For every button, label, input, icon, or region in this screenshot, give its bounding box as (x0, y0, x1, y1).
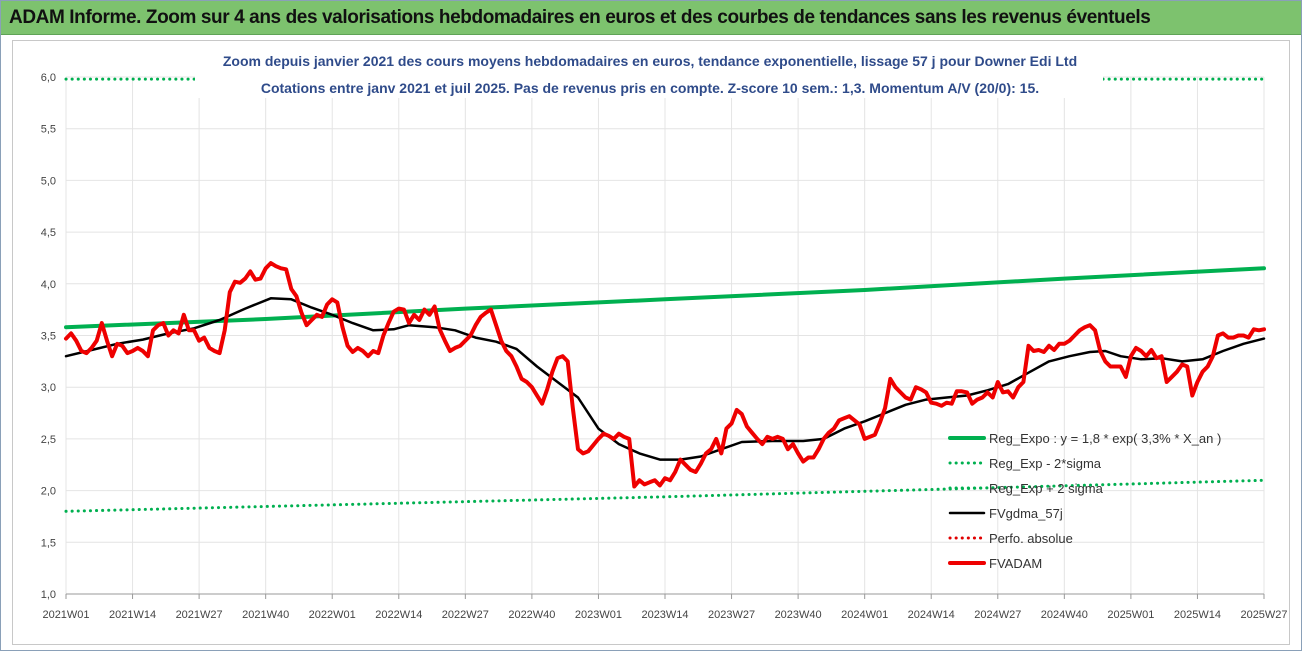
legend-label-4: Perfo. absolue (989, 531, 1073, 546)
x-axis: 2021W01 2021W14 2021W27 2021W40 2022W01 2022W… (42, 593, 1288, 621)
chart-title-line1: Zoom depuis janvier 2021 des cours moyen… (223, 53, 1077, 69)
legend-label-0: Reg_Expo : y = 1,8 * exp( 3,3% * X_an ) (989, 431, 1221, 446)
y-tick-label: 2,0 (41, 486, 56, 498)
x-tick-label: 2022W01 (309, 609, 356, 621)
x-tick-label: 2024W27 (974, 609, 1021, 621)
y-tick-label: 3,0 (41, 382, 56, 394)
legend-label-5: FVADAM (989, 556, 1042, 571)
chart-titles: Zoom depuis janvier 2021 des cours moyen… (195, 48, 1103, 98)
legend-label-2: Reg_Exp + 2 sigma (989, 481, 1104, 496)
series-line-1 (64, 478, 1266, 513)
legend-label-1: Reg_Exp - 2*sigma (989, 456, 1102, 471)
y-tick-label: 5,5 (41, 124, 56, 136)
x-tick-label: 2023W14 (641, 609, 688, 621)
x-tick-label: 2023W27 (708, 609, 755, 621)
y-tick-label: 4,0 (41, 279, 56, 291)
x-tick-label: 2022W40 (508, 609, 555, 621)
chart-legend: Reg_Expo : y = 1,8 * exp( 3,3% * X_an ) R… (948, 431, 1221, 571)
x-tick-label: 2021W40 (242, 609, 289, 621)
x-tick-label: 2021W01 (42, 609, 89, 621)
x-tick-label: 2025W01 (1107, 609, 1154, 621)
x-tick-label: 2025W27 (1240, 609, 1287, 621)
x-tick-label: 2021W14 (109, 609, 156, 621)
series-line-0 (64, 266, 1266, 330)
x-tick-label: 2024W40 (1041, 609, 1088, 621)
grid-lines (65, 76, 1265, 595)
y-tick-label: 4,5 (41, 227, 56, 239)
report-title: ADAM Informe. Zoom sur 4 ans des valoris… (9, 7, 1151, 28)
y-tick-label: 5,0 (41, 175, 56, 187)
y-tick-label: 6,0 (41, 72, 56, 84)
x-tick-label: 2024W14 (908, 609, 955, 621)
x-tick-label: 2021W27 (176, 609, 223, 621)
y-tick-label: 3,5 (41, 331, 56, 343)
x-tick-label: 2025W14 (1174, 609, 1221, 621)
legend-label-3: FVgdma_57j (989, 506, 1063, 521)
y-tick-label: 1,5 (41, 537, 56, 549)
report-banner: ADAM Informe. Zoom sur 4 ans des valoris… (1, 1, 1301, 35)
y-axis: 1,0 1,5 2,0 2,5 3,0 3,5 4,0 4,5 5,0 5,5 6,0 (41, 72, 56, 601)
y-tick-label: 1,0 (41, 589, 56, 601)
x-tick-label: 2022W14 (375, 609, 422, 621)
y-tick-label: 2,5 (41, 434, 56, 446)
title-background (195, 48, 1103, 98)
chart-area (12, 40, 1290, 645)
series-line-5 (64, 261, 1266, 489)
chart-title-line2: Cotations entre janv 2021 et juil 2025. … (261, 80, 1039, 96)
x-tick-label: 2024W01 (841, 609, 888, 621)
x-tick-label: 2022W27 (442, 609, 489, 621)
x-tick-label: 2023W40 (775, 609, 822, 621)
x-tick-label: 2023W01 (575, 609, 622, 621)
